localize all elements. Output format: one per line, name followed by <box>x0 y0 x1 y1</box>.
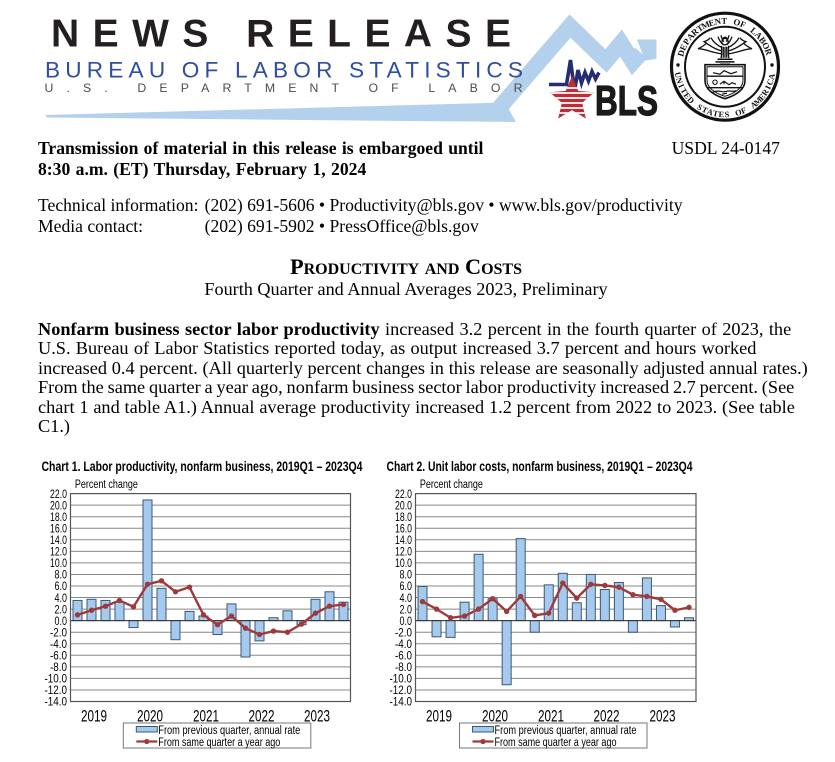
svg-text:A: A <box>684 30 696 42</box>
svg-text:T: T <box>695 22 705 34</box>
svg-text:2.0: 2.0 <box>55 604 68 616</box>
svg-text:22.0: 22.0 <box>50 489 67 501</box>
svg-text:8.0: 8.0 <box>55 570 68 582</box>
svg-text:-14.0: -14.0 <box>45 697 68 709</box>
svg-text:-10.0: -10.0 <box>390 674 413 686</box>
svg-text:6.0: 6.0 <box>55 581 68 593</box>
svg-text:Percent change: Percent change <box>420 479 483 491</box>
svg-text:4.0: 4.0 <box>55 593 68 605</box>
svg-text:From previous quarter, annual: From previous quarter, annual rate <box>495 725 637 737</box>
svg-text:U: U <box>673 71 683 78</box>
svg-text:-2.0: -2.0 <box>50 627 67 639</box>
svg-text:2019: 2019 <box>81 708 107 726</box>
svg-text:10.0: 10.0 <box>395 558 412 570</box>
svg-text:N: N <box>714 16 722 27</box>
svg-text:L: L <box>749 25 760 37</box>
svg-text:B: B <box>757 35 769 46</box>
svg-text:2020: 2020 <box>482 708 508 726</box>
svg-text:A: A <box>767 73 777 81</box>
svg-text:E: E <box>718 110 725 119</box>
svg-text:T: T <box>721 16 727 26</box>
svg-text:BLS: BLS <box>595 77 658 124</box>
svg-text:20.0: 20.0 <box>50 500 67 512</box>
svg-text:2.0: 2.0 <box>400 604 413 616</box>
svg-text:4.0: 4.0 <box>400 593 413 605</box>
svg-text:0.0: 0.0 <box>400 616 413 628</box>
svg-text:2019: 2019 <box>426 708 452 726</box>
svg-text:12.0: 12.0 <box>395 547 412 559</box>
svg-text:R: R <box>763 47 775 57</box>
svg-text:2022: 2022 <box>594 708 620 726</box>
svg-text:From same quarter a year ago: From same quarter a year ago <box>158 737 280 749</box>
svg-text:14.0: 14.0 <box>50 535 67 547</box>
svg-text:-8.0: -8.0 <box>50 662 67 674</box>
svg-text:C: C <box>765 78 775 87</box>
svg-text:Percent change: Percent change <box>75 479 138 491</box>
svg-text:F: F <box>739 19 748 30</box>
svg-text:-4.0: -4.0 <box>50 639 67 651</box>
svg-text:-12.0: -12.0 <box>45 685 68 697</box>
svg-text:-14.0: -14.0 <box>390 697 413 709</box>
svg-text:22.0: 22.0 <box>395 489 412 501</box>
svg-text:E: E <box>707 17 716 28</box>
svg-text:R: R <box>689 26 701 38</box>
svg-text:I: I <box>763 84 773 91</box>
svg-text:-12.0: -12.0 <box>390 685 413 697</box>
svg-text:D: D <box>685 95 696 106</box>
svg-text:18.0: 18.0 <box>395 512 412 524</box>
svg-text:-4.0: -4.0 <box>395 639 412 651</box>
svg-text:-2.0: -2.0 <box>395 627 412 639</box>
svg-text:T: T <box>700 105 709 116</box>
svg-text:T: T <box>678 86 689 96</box>
svg-text:S: S <box>725 110 730 119</box>
svg-text:A: A <box>749 100 759 111</box>
svg-text:I: I <box>676 83 686 90</box>
svg-text:18.0: 18.0 <box>50 512 67 524</box>
svg-text:A: A <box>706 107 715 117</box>
svg-text:16.0: 16.0 <box>50 523 67 535</box>
svg-text:10.0: 10.0 <box>50 558 67 570</box>
svg-text:S: S <box>695 102 704 112</box>
svg-text:2022: 2022 <box>249 708 275 726</box>
svg-text:A: A <box>753 30 765 42</box>
svg-text:F: F <box>740 106 748 116</box>
svg-text:-6.0: -6.0 <box>50 651 67 663</box>
svg-text:6.0: 6.0 <box>400 581 413 593</box>
svg-text:2020: 2020 <box>137 708 163 726</box>
svg-text:-8.0: -8.0 <box>395 662 412 674</box>
svg-text:14.0: 14.0 <box>395 535 412 547</box>
svg-text:P: P <box>681 36 693 46</box>
svg-text:12.0: 12.0 <box>50 547 67 559</box>
svg-text:Chart 1. Labor productivity, n: Chart 1. Labor productivity, nonfarm bus… <box>42 459 363 474</box>
svg-text:2021: 2021 <box>193 708 219 726</box>
svg-text:T: T <box>712 109 720 119</box>
svg-text:R: R <box>760 87 771 98</box>
svg-text:E: E <box>682 91 693 101</box>
svg-text:From same quarter a year ago: From same quarter a year ago <box>495 737 617 749</box>
svg-text:O: O <box>734 107 743 118</box>
svg-text:-10.0: -10.0 <box>45 674 68 686</box>
svg-text:2023: 2023 <box>650 708 676 726</box>
svg-text:20.0: 20.0 <box>395 500 412 512</box>
svg-text:O: O <box>732 17 741 28</box>
svg-text:16.0: 16.0 <box>395 523 412 535</box>
svg-text:2023: 2023 <box>304 708 330 726</box>
svg-text:E: E <box>757 92 768 102</box>
svg-text:From previous quarter, annual: From previous quarter, annual rate <box>158 725 300 737</box>
svg-text:2021: 2021 <box>538 708 564 726</box>
svg-text:-6.0: -6.0 <box>395 651 412 663</box>
svg-text:8.0: 8.0 <box>400 570 413 582</box>
svg-text:O: O <box>760 40 772 51</box>
svg-text:D: D <box>675 49 686 58</box>
svg-text:Chart 2. Unit labor costs, non: Chart 2. Unit labor costs, nonfarm busin… <box>387 459 693 474</box>
svg-text:E: E <box>678 42 690 52</box>
svg-text:0.0: 0.0 <box>55 616 68 628</box>
svg-text:N: N <box>674 76 684 84</box>
